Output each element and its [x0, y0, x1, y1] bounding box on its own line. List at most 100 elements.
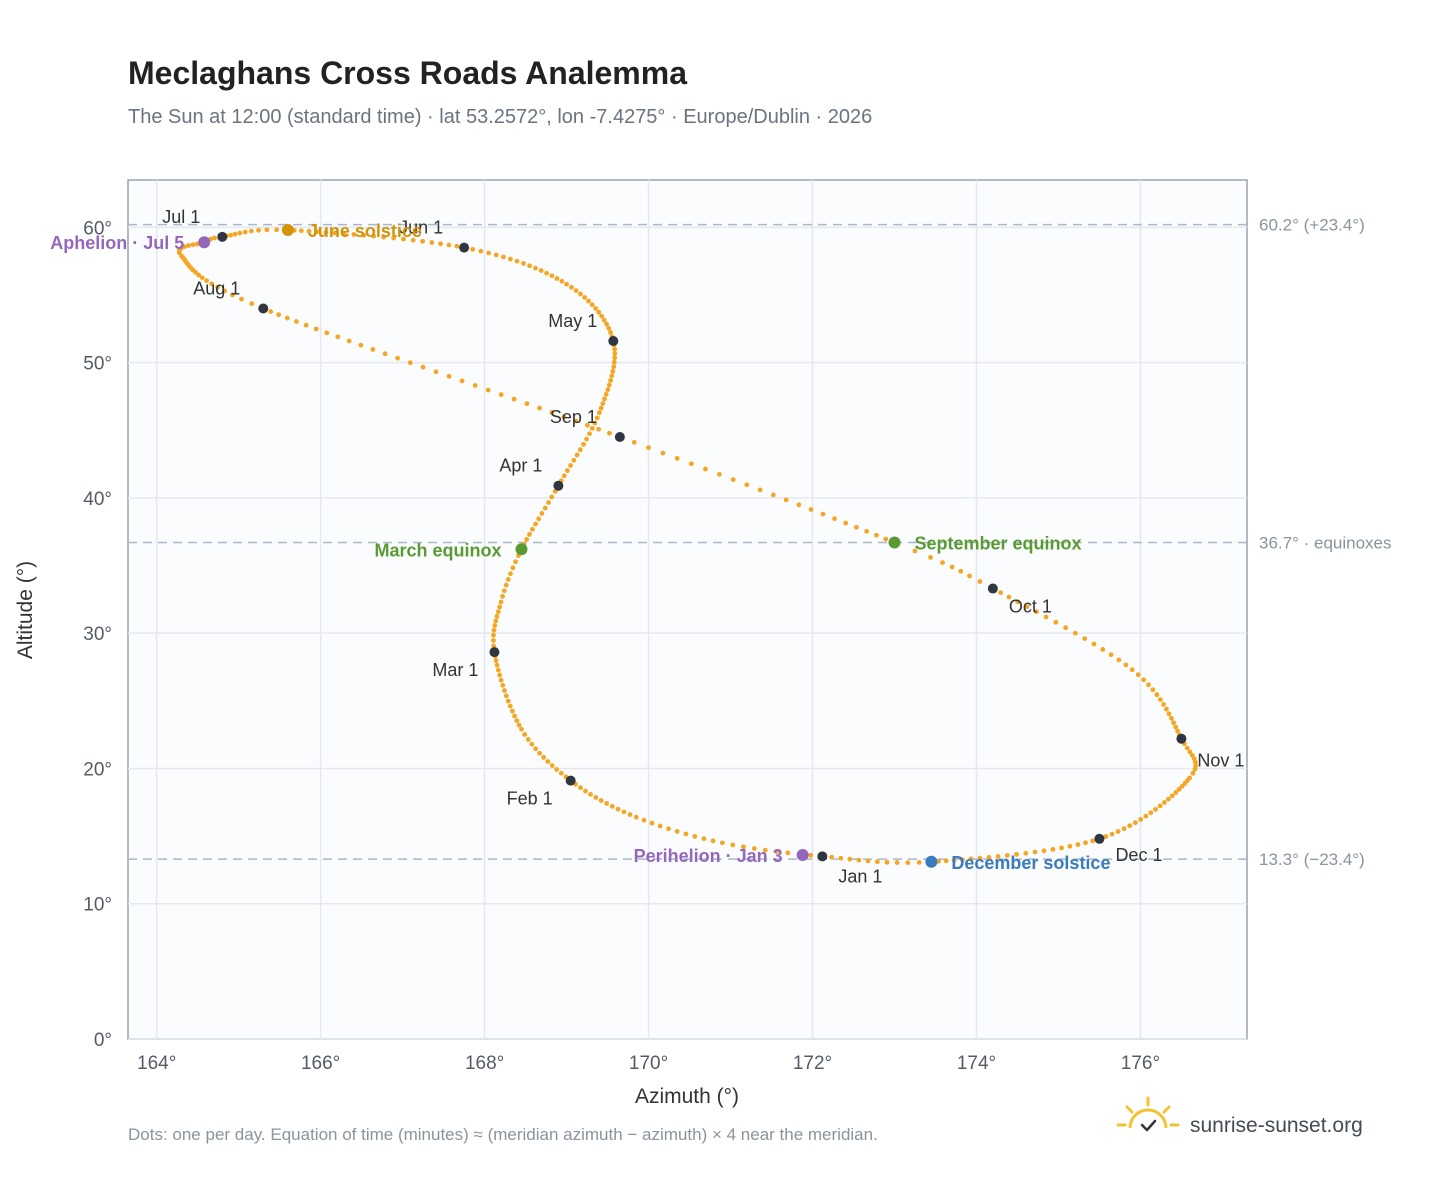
daily-dot [470, 246, 476, 252]
daily-dot [561, 473, 567, 479]
event-label: June solstice [308, 221, 422, 241]
daily-dot [905, 860, 911, 866]
daily-dot [1187, 749, 1193, 755]
daily-dot [498, 392, 504, 398]
daily-dot [1108, 652, 1114, 658]
reference-line-label: 36.7° · equinoxes [1259, 534, 1392, 553]
daily-dot [744, 482, 750, 488]
daily-dot [1004, 853, 1010, 858]
daily-dot [569, 284, 574, 290]
daily-dot [666, 826, 671, 832]
daily-dot [549, 763, 555, 768]
month-marker [258, 303, 269, 314]
event-marker [198, 236, 211, 249]
daily-dot [454, 243, 460, 249]
daily-dot [853, 524, 859, 530]
daily-dot [495, 667, 501, 673]
daily-dot [538, 268, 544, 274]
event-markers: Aphelion · Jul 5 June solstice March equin… [50, 221, 1110, 873]
daily-dot [1067, 843, 1073, 849]
daily-dot [593, 795, 599, 800]
daily-dot [507, 256, 513, 262]
daily-dot [603, 391, 609, 397]
daily-dot [958, 568, 964, 574]
daily-dot [1171, 720, 1176, 726]
daily-dot [1075, 842, 1081, 847]
daily-dot [730, 477, 736, 482]
page-title: Meclaghans Cross Roads Analemma [128, 55, 687, 91]
daily-dot [546, 500, 551, 505]
daily-dot [593, 306, 599, 311]
daily-dot [209, 281, 215, 287]
y-tick-label: 10° [83, 895, 112, 916]
daily-dot [284, 315, 290, 321]
daily-dot [808, 852, 814, 858]
reference-lines: 60.2° (+23.4°) 36.7° · equinoxes 13.3° (−2… [128, 216, 1392, 869]
daily-dot [502, 688, 507, 693]
daily-dot [495, 609, 501, 615]
daily-dot [646, 445, 651, 451]
daily-dot [298, 228, 304, 234]
daily-dot [514, 718, 520, 724]
daily-dot [524, 537, 530, 542]
daily-dot [433, 369, 439, 375]
daily-dot [485, 387, 491, 393]
daily-dot [1132, 820, 1138, 826]
daily-dot [511, 396, 517, 402]
daily-dot [358, 342, 364, 348]
daily-dot [741, 844, 746, 850]
daily-dot [1148, 810, 1154, 816]
daily-dot [242, 229, 248, 235]
daily-dot [491, 627, 497, 633]
daily-dot [774, 849, 779, 854]
daily-dot [510, 565, 516, 571]
daily-dot [936, 858, 941, 864]
daily-dot [530, 526, 535, 532]
daily-dot [1116, 657, 1122, 663]
daily-dot [573, 288, 579, 294]
daily-dot [633, 814, 639, 820]
daily-dot [503, 582, 509, 588]
daily-dot [519, 726, 524, 732]
daily-dot [545, 759, 551, 764]
month-label: Jul 1 [162, 207, 200, 227]
daily-dot [382, 351, 388, 357]
daily-dot [577, 447, 583, 453]
daily-dot [578, 785, 583, 791]
daily-dot [498, 677, 504, 683]
x-tick-label: 172° [793, 1053, 832, 1074]
daily-dot [1041, 848, 1047, 854]
daily-dot [977, 855, 983, 861]
daily-dot [874, 859, 880, 865]
daily-dot [493, 252, 499, 258]
daily-dot [541, 755, 547, 760]
daily-dot [874, 532, 879, 538]
daily-dot [884, 859, 890, 865]
daily-dot [232, 231, 238, 237]
daily-dot [730, 842, 736, 848]
daily-dot [536, 516, 542, 522]
event-label: September equinox [914, 534, 1081, 554]
daily-dot [497, 672, 503, 678]
daily-dot [525, 737, 531, 742]
daily-dot [641, 817, 647, 823]
daily-dot [674, 829, 680, 834]
daily-dot [554, 276, 560, 281]
daily-dot [533, 265, 538, 271]
daily-dot [391, 235, 397, 241]
daily-dot [883, 536, 889, 542]
daily-dot [951, 857, 957, 863]
daily-dot [998, 590, 1004, 596]
daily-dot [612, 351, 618, 356]
daily-dot [407, 360, 413, 366]
daily-dot [1127, 823, 1133, 829]
daily-dot [1193, 763, 1199, 768]
x-axis-ticks: 164° 166° 168° 170° 172° 174° 176° [137, 1053, 1160, 1074]
daily-dot [361, 232, 367, 238]
daily-dot [323, 229, 329, 235]
daily-dot [1157, 697, 1163, 702]
daily-dot [429, 240, 435, 245]
daily-dot [186, 243, 192, 248]
event-marker [925, 855, 938, 868]
page-subtitle: The Sun at 12:00 (standard time) · lat 5… [128, 106, 872, 128]
